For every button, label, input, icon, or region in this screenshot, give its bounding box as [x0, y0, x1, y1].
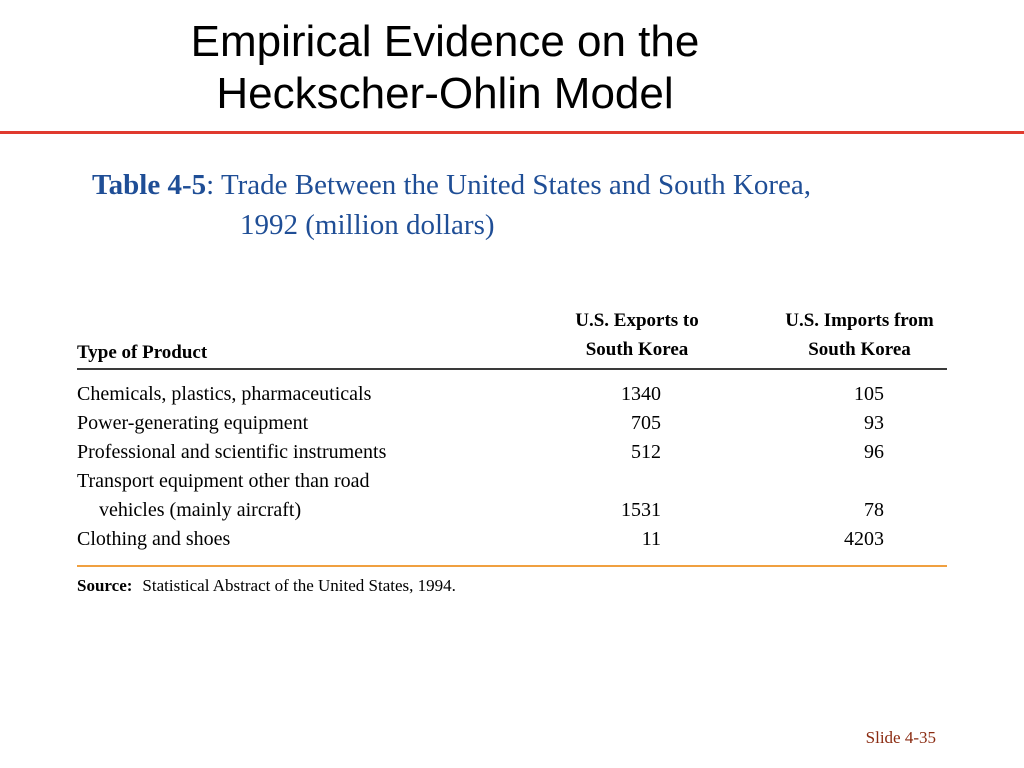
- row-imports-value: 93: [864, 412, 884, 434]
- title-divider: [0, 131, 1024, 134]
- row-exports-value: 1340: [621, 383, 661, 405]
- row-exports-value: 1531: [621, 499, 661, 521]
- table-source: Source: Statistical Abstract of the Unite…: [77, 576, 947, 596]
- table-header: Type of Product U.S. Exports to South Ko…: [77, 306, 947, 368]
- table-row: Professional and scientific instruments …: [77, 438, 947, 467]
- row-product: Chemicals, plastics, pharmaceuticals: [77, 383, 372, 405]
- header-type-of-product: Type of Product: [77, 342, 208, 363]
- table-caption-label: Table 4-5: [92, 169, 207, 201]
- table-row: vehicles (mainly aircraft) 1531 78: [77, 496, 947, 525]
- table-caption-text-line-1: Trade Between the United States and Sout…: [214, 169, 812, 201]
- header-us-imports-line-1: U.S. Imports from: [785, 310, 934, 331]
- header-us-exports-line-2: South Korea: [585, 339, 689, 360]
- row-imports-value: 78: [864, 499, 884, 521]
- row-imports-value: 105: [854, 383, 884, 405]
- row-exports-value: 11: [641, 528, 661, 550]
- row-exports-value: 705: [631, 412, 661, 434]
- header-us-imports-line-2: South Korea: [808, 339, 911, 360]
- slide-number: Slide 4-35: [865, 728, 936, 747]
- row-product: Clothing and shoes: [77, 528, 231, 550]
- source-text: Statistical Abstract of the United State…: [142, 576, 456, 595]
- table-caption-text-line-2: 1992 (million dollars): [240, 209, 495, 241]
- row-product: vehicles (mainly aircraft): [99, 499, 302, 521]
- row-product: Power-generating equipment: [77, 412, 309, 434]
- slide-title-line-2: Heckscher-Ohlin Model: [216, 69, 674, 118]
- header-us-exports: U.S. Exports to South Korea: [547, 306, 727, 364]
- source-label: Source:: [77, 576, 133, 595]
- row-product: Transport equipment other than road: [77, 470, 370, 492]
- table-row: Transport equipment other than road: [77, 467, 947, 496]
- table-body: Chemicals, plastics, pharmaceuticals 134…: [77, 370, 947, 554]
- header-us-imports: U.S. Imports from South Korea: [767, 306, 952, 364]
- row-exports-value: 512: [631, 441, 661, 463]
- table-row: Clothing and shoes 11 4203: [77, 525, 947, 554]
- slide-title-line-1: Empirical Evidence on the: [190, 17, 700, 66]
- table-row: Chemicals, plastics, pharmaceuticals 134…: [77, 380, 947, 409]
- table-footer-divider: [77, 565, 947, 567]
- header-divider: [77, 368, 947, 370]
- row-product: Professional and scientific instruments: [77, 441, 387, 463]
- header-us-exports-line-1: U.S. Exports to: [575, 310, 699, 331]
- table-caption-separator: :: [206, 169, 215, 201]
- row-imports-value: 4203: [844, 528, 884, 550]
- table-row: Power-generating equipment 705 93: [77, 409, 947, 438]
- trade-table: Type of Product U.S. Exports to South Ko…: [77, 306, 947, 596]
- slide-title: Empirical Evidence on the Heckscher-Ohli…: [0, 16, 890, 120]
- row-imports-value: 96: [864, 441, 884, 463]
- table-caption: Table 4-5: Trade Between the United Stat…: [92, 165, 972, 245]
